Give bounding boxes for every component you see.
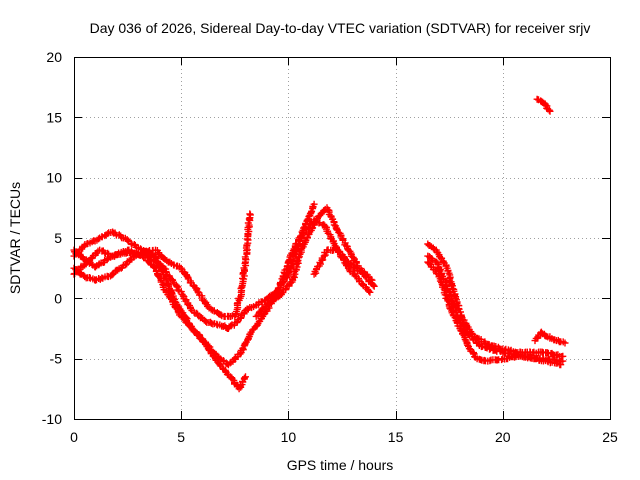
series-track-4 [70,216,378,369]
x-tick-label: 20 [495,429,511,445]
y-tick-label: 15 [46,109,62,125]
series-track-9 [424,258,565,369]
x-tick-label: 10 [281,429,297,445]
y-tick-label: -10 [42,411,62,427]
data-points [70,95,569,393]
x-tick-label: 25 [602,429,618,445]
series-track-5 [252,204,376,320]
y-tick-label: 5 [54,230,62,246]
y-axis-label: SDTVAR / TECUs [7,182,23,294]
series-markers [70,216,378,369]
y-tick-label: 10 [46,170,62,186]
y-tick-label: -5 [50,351,63,367]
series-track-11 [533,95,554,115]
y-axis-ticks: -10 -5 0 5 10 15 20 [42,49,610,427]
x-tick-label: 0 [70,429,78,445]
y-tick-label: 0 [54,290,62,306]
x-axis-label: GPS time / hours [287,457,394,473]
series-track-10 [531,328,569,347]
x-tick-label: 15 [388,429,404,445]
series-markers [531,328,569,347]
series-markers [70,200,318,332]
series-markers [533,95,554,115]
series-track-1 [70,200,318,332]
x-tick-label: 5 [177,429,185,445]
series-markers [310,246,374,296]
y-tick-label: 20 [46,49,62,65]
series-track-6 [310,246,374,296]
series-markers [424,258,565,369]
series-markers [252,204,376,320]
chart-title: Day 036 of 2026, Sidereal Day-to-day VTE… [90,20,591,36]
x-axis-ticks: 0 5 10 15 20 25 [70,57,618,445]
